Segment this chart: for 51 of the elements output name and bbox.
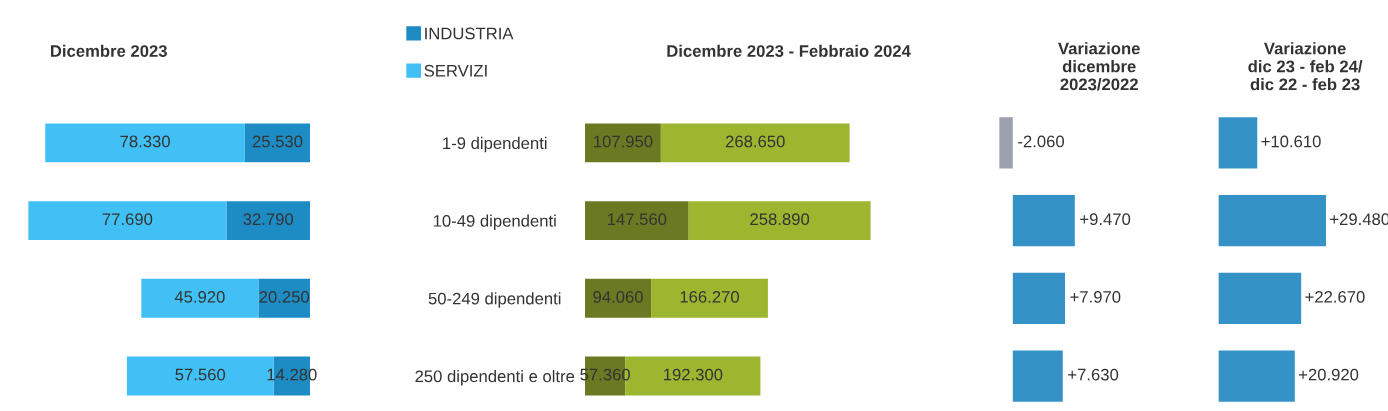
data-label: 107.950 (594, 135, 653, 148)
data-label: -2.060 (1018, 135, 1065, 148)
chart-title: Dicembre 2023 (50, 44, 167, 57)
chart-title: Dicembre 2023 - Febbraio 2024 (667, 44, 911, 57)
data-label: 94.060 (593, 290, 643, 303)
data-label: 20.250 (259, 290, 310, 303)
chart-title: Variazione dicembre 2023/2022 (1058, 42, 1140, 91)
bar (1012, 272, 1065, 324)
data-label: 192.300 (664, 368, 723, 381)
y-tick-label: 1-9 dipendenti (443, 136, 547, 153)
legend-label: SERVIZI (424, 64, 487, 77)
bar (1218, 194, 1326, 247)
data-label: 25.530 (252, 135, 303, 148)
data-label: 268.650 (725, 135, 785, 148)
legend-label: INDUSTRIA (425, 27, 514, 40)
bar (688, 201, 871, 241)
bar (141, 278, 259, 318)
y-tick-label: 50-249 dipendenti (428, 292, 561, 308)
bar (1218, 272, 1302, 324)
data-label: 45.920 (174, 290, 225, 303)
bar (244, 123, 310, 163)
bar (585, 278, 652, 318)
bar (999, 117, 1013, 169)
data-label: +7.970 (1070, 290, 1121, 303)
bar (1012, 350, 1063, 402)
bar (660, 123, 850, 163)
bar (258, 278, 310, 318)
data-label: +20.920 (1299, 368, 1359, 381)
data-label: +22.670 (1305, 290, 1365, 303)
bar (651, 278, 768, 318)
bar (28, 201, 227, 241)
data-label: +7.630 (1068, 368, 1119, 381)
bar (226, 201, 310, 241)
data-label: 258.890 (750, 213, 810, 226)
data-label: +10.610 (1261, 135, 1321, 148)
data-label: +9.470 (1080, 213, 1131, 226)
data-label: 147.560 (607, 213, 667, 226)
data-label: 78.330 (120, 135, 170, 148)
data-label: 166.270 (680, 290, 739, 303)
bar (45, 123, 245, 163)
data-label: 77.690 (102, 213, 153, 226)
bar (1218, 117, 1258, 169)
bar (1218, 350, 1295, 402)
bar (585, 123, 661, 163)
data-label: 57.560 (175, 368, 226, 381)
data-label: 32.790 (243, 213, 294, 226)
y-tick-label: 250 dipendenti e oltre (415, 369, 575, 386)
bar (1012, 194, 1075, 247)
y-tick-label: 10-49 dipendenti (433, 214, 556, 231)
bar (585, 201, 689, 241)
chart-title: Variazione dic 23 - feb 24/ dic 22 - feb 23 (1248, 42, 1363, 91)
